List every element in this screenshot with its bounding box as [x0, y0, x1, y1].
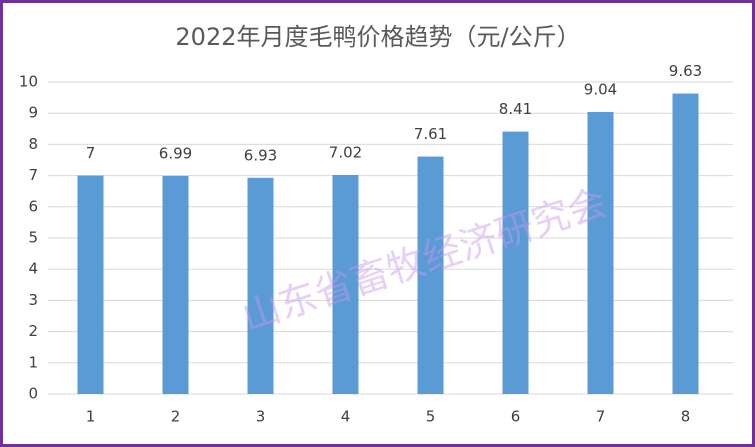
bar	[162, 175, 189, 394]
bar	[587, 111, 614, 395]
bar	[417, 156, 444, 394]
chart-title: 2022年月度毛鸭价格趋势（元/公斤）	[175, 23, 580, 51]
y-tick-label: 10	[19, 73, 38, 91]
data-label: 6.93	[244, 146, 277, 164]
y-tick-label: 8	[28, 135, 38, 153]
data-label: 9.04	[584, 80, 617, 98]
y-tick-label: 9	[28, 104, 38, 122]
x-tick-label: 2	[171, 408, 181, 426]
y-tick-label: 1	[28, 353, 38, 371]
x-tick-label: 4	[341, 408, 351, 426]
data-label: 9.63	[669, 62, 702, 80]
data-label: 7.61	[414, 125, 447, 143]
y-tick-label: 2	[28, 322, 38, 340]
y-tick-label: 6	[28, 197, 38, 215]
data-label: 7	[86, 144, 96, 162]
bar	[672, 93, 699, 394]
bar	[502, 131, 529, 394]
bar	[77, 175, 104, 394]
x-tick-label: 6	[511, 408, 521, 426]
bar	[332, 174, 359, 394]
y-tick-label: 5	[28, 229, 38, 247]
x-tick-label: 5	[426, 408, 436, 426]
x-tick-label: 3	[256, 408, 266, 426]
data-label: 6.99	[159, 144, 192, 162]
x-tick-label: 1	[86, 408, 96, 426]
y-tick-label: 7	[28, 166, 38, 184]
x-tick-label: 8	[681, 408, 691, 426]
data-label: 7.02	[329, 143, 362, 161]
y-tick-label: 3	[28, 291, 38, 309]
bar	[247, 177, 274, 394]
x-tick-label: 7	[596, 408, 606, 426]
y-tick-label: 0	[28, 385, 38, 403]
y-tick-label: 4	[28, 260, 38, 278]
data-label: 8.41	[499, 100, 532, 118]
